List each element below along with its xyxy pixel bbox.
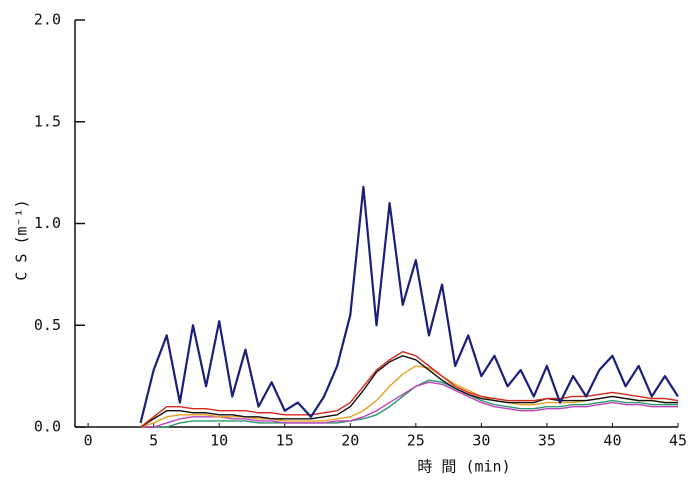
- y-tick-label: 1.0: [34, 214, 61, 232]
- y-axis-label: C S (m⁻¹): [13, 199, 31, 280]
- x-tick-label: 25: [407, 432, 425, 450]
- y-tick-label: 1.5: [34, 112, 61, 130]
- x-axis-label: 時 間 (min): [417, 458, 510, 476]
- series-line: [140, 351, 679, 428]
- x-tick-label: 15: [276, 432, 294, 450]
- series-line: [140, 379, 678, 428]
- series-line: [140, 381, 678, 428]
- x-tick-label: 35: [538, 432, 556, 450]
- y-tick-label: 2.0: [34, 11, 61, 29]
- series-line: [140, 355, 678, 428]
- y-tick-label: 0.0: [34, 418, 61, 436]
- y-tick-label: 0.5: [34, 316, 61, 334]
- x-tick-label: 10: [210, 432, 228, 450]
- x-tick-label: 30: [472, 432, 490, 450]
- x-tick-label: 20: [341, 432, 359, 450]
- x-tick-label: 0: [84, 432, 93, 450]
- series-line: [139, 185, 679, 424]
- x-tick-label: 40: [603, 432, 621, 450]
- x-tick-label: 5: [149, 432, 158, 450]
- x-tick-label: 45: [669, 432, 687, 450]
